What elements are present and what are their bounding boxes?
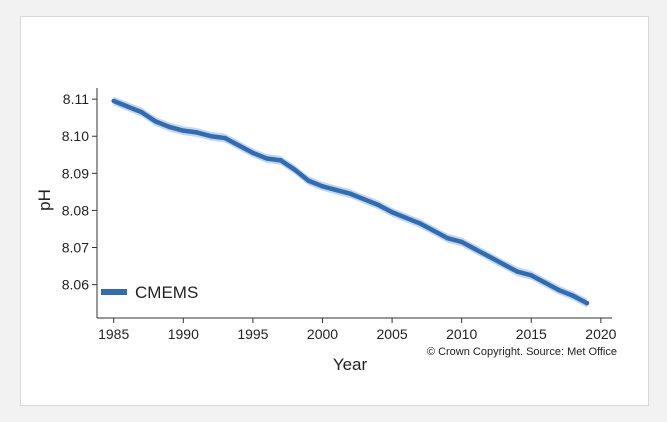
legend: CMEMS [101,283,198,302]
data-point [125,104,130,109]
data-point [292,167,297,172]
uncertainty-band-0 [113,96,587,308]
y-tick-label: 8.07 [62,240,89,256]
data-point [222,135,228,141]
data-point [529,273,534,278]
data-point [375,202,381,208]
data-point [348,191,353,196]
data-point [473,247,478,252]
data-point [153,119,158,124]
data-point [417,221,423,226]
x-tick-label: 1990 [168,326,199,342]
data-point [487,254,492,259]
uncertainty-band-layer [113,96,587,308]
data-point [139,109,144,115]
data-point [111,98,116,104]
chart-card [20,16,649,406]
x-tick-label: 2000 [307,326,338,342]
data-point [181,128,186,133]
data-point [431,228,437,234]
data-point [195,130,200,135]
y-tick-label: 8.10 [62,128,89,144]
x-tick-label: 1995 [237,326,268,342]
y-tick-label: 8.06 [62,277,89,293]
x-tick-label: 2020 [585,326,616,342]
y-tick-label: 8.11 [63,91,89,107]
legend-swatch-cmems [101,289,127,295]
x-tick-label: 2010 [446,326,477,342]
data-point [250,150,256,156]
data-point [334,187,339,193]
data-point [306,178,311,183]
data-point [236,143,242,148]
data-point [445,236,450,241]
data-point [167,124,172,130]
copyright-note: © Crown Copyright. Source: Met Office [427,346,617,358]
data-point [320,184,325,189]
data-point [542,280,548,285]
data-point [208,134,214,139]
data-point [264,156,270,161]
data-point [278,158,283,163]
x-axis-title: Year [333,355,368,374]
data-point [556,287,562,293]
x-tick-label: 2015 [516,326,547,342]
y-tick-label: 8.09 [62,165,89,181]
data-point [389,210,395,215]
data-point [501,262,506,267]
y-axis-title: pH [35,189,54,211]
tick-layer: 1985 1990 1995 2000 2005 2010 2015 2020 8.06 8.07… [62,91,617,342]
y-tick-label: 8.08 [62,202,89,218]
legend-label-cmems: CMEMS [135,283,198,302]
data-point [570,293,576,298]
x-tick-label: 1985 [98,326,129,342]
data-point [515,269,520,274]
data-point [459,239,464,245]
data-point [362,197,367,202]
series-line-layer [111,98,590,306]
data-point [584,300,590,306]
x-tick-label: 2005 [377,326,408,342]
data-point [403,215,409,221]
